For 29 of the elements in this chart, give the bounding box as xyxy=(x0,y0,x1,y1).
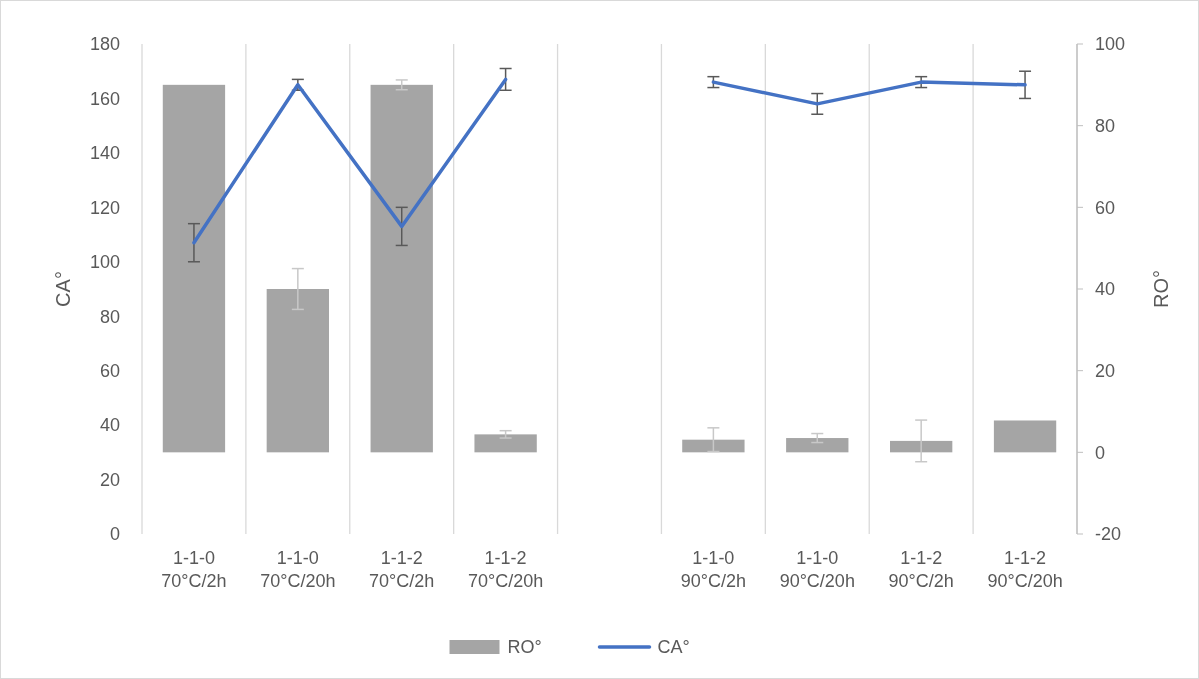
y-tick-label: 180 xyxy=(89,34,120,55)
x-tick-label: 1-1-2 90°C/2h xyxy=(888,548,954,591)
x-tick-label: 1-1-0 70°C/20h xyxy=(260,548,336,591)
y-tick-label: 140 xyxy=(89,143,120,164)
y-tick-label: 60 xyxy=(99,360,120,381)
y2-tick-label: 60 xyxy=(1095,197,1116,218)
x-tick-label: 1-1-2 90°C/20h xyxy=(987,548,1063,591)
y-tick-label: 100 xyxy=(89,252,120,273)
y2-tick-label: 100 xyxy=(1095,34,1126,55)
y2-tick-label: -20 xyxy=(1095,524,1122,545)
y-tick-label: 160 xyxy=(89,88,120,109)
legend-label: CA° xyxy=(657,637,690,658)
x-tick-label: 1-1-2 70°C/20h xyxy=(467,548,544,591)
legend-label: RO° xyxy=(507,637,542,658)
y-tick-label: 80 xyxy=(99,306,120,327)
y2-tick-label: 40 xyxy=(1095,279,1116,300)
y2-tick-label: 0 xyxy=(1095,442,1106,463)
y2-axis-title: RO° xyxy=(1150,270,1172,308)
y-tick-label: 20 xyxy=(99,469,120,490)
y-tick-label: 0 xyxy=(109,524,120,545)
y2-tick-label: 80 xyxy=(1095,115,1116,136)
x-tick-label: 1-1-0 70°C/2h xyxy=(161,548,227,591)
y-tick-label: 120 xyxy=(89,197,120,218)
y2-tick-label: 20 xyxy=(1095,360,1116,381)
x-tick-label: 1-1-2 70°C/2h xyxy=(369,548,435,591)
y-tick-label: 40 xyxy=(99,415,120,436)
y-axis-title: CA° xyxy=(52,271,74,307)
x-tick-label: 1-1-0 90°C/2h xyxy=(680,548,747,591)
x-tick-label: 1-1-0 90°C/20h xyxy=(779,548,855,591)
